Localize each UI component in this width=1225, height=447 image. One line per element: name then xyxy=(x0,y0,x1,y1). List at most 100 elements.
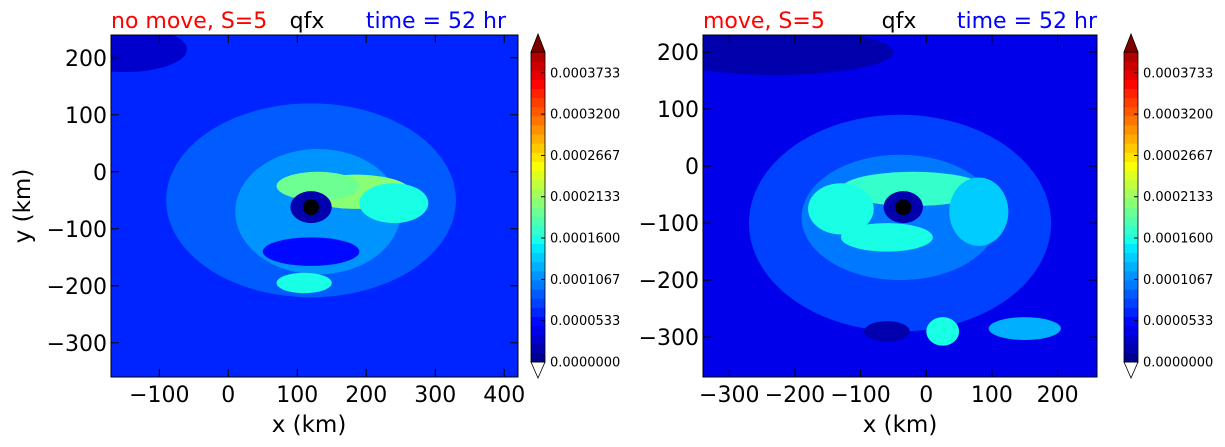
colorbar-extend-max xyxy=(1123,32,1139,53)
colorbar-tick-label: 0.0001067 xyxy=(1143,273,1213,288)
colorbar-swatch xyxy=(531,279,545,290)
x-axis-ticks: −100 0 100 200 300 400 xyxy=(129,35,525,408)
colorbar-swatch xyxy=(1124,243,1138,254)
plot-frame xyxy=(702,34,1098,378)
colorbar-swatch xyxy=(531,197,545,208)
colorbar-swatch xyxy=(531,88,545,99)
colorbar-tick-label: 0.0002667 xyxy=(1143,149,1213,164)
colorbar-swatch xyxy=(1124,234,1138,244)
y-tick-label: 200 xyxy=(65,47,107,72)
colorbar-swatch xyxy=(1124,106,1138,117)
x-axis-label: x (km) xyxy=(863,412,938,438)
y-tick-label: −100 xyxy=(639,212,699,237)
x-tick-label: −300 xyxy=(699,383,759,408)
colorbar-swatch xyxy=(531,179,545,190)
x-tick-label: 200 xyxy=(1037,383,1079,408)
colorbar-swatch xyxy=(531,52,545,62)
colorbar-swatch xyxy=(531,161,545,172)
y-axis-ticks: −300 −200 −100 0 100 200 xyxy=(639,41,1097,351)
colorbar-swatch xyxy=(1124,161,1138,172)
colorbar-swatch xyxy=(531,252,545,263)
contour-region xyxy=(926,317,960,346)
colorbar-tick-label: 0.0000533 xyxy=(1143,314,1213,329)
colorbar-swatch xyxy=(1124,79,1138,89)
colorbar-tick-label: 0.0001067 xyxy=(550,273,620,288)
colorbar-tick-label: 0.0002133 xyxy=(550,190,620,205)
storm-center-marker xyxy=(303,199,320,216)
colorbar-swatch xyxy=(1124,134,1138,144)
colorbar-swatch xyxy=(1124,179,1138,190)
panel-title-left: move, S=5 xyxy=(703,9,825,34)
colorbar-swatch xyxy=(1124,170,1138,181)
y-tick-label: 100 xyxy=(65,104,107,129)
x-tick-label: 300 xyxy=(414,383,456,408)
panel-title-left: no move, S=5 xyxy=(111,9,267,34)
colorbar-swatch xyxy=(531,79,545,89)
contour-region xyxy=(111,35,187,73)
y-axis-ticks: −300 −200 −100 0 100 200 xyxy=(47,47,518,357)
colorbar-swatch xyxy=(531,124,545,135)
colorbar-swatch xyxy=(1124,97,1138,108)
colorbar-tick-label: 0.0003733 xyxy=(550,66,620,81)
colorbar-extend-min xyxy=(530,361,546,379)
x-tick-label: −200 xyxy=(765,383,825,408)
colorbar-swatch xyxy=(531,134,545,144)
y-tick-label: 0 xyxy=(685,155,699,180)
contour-region xyxy=(863,321,910,342)
colorbar-swatch xyxy=(1124,52,1138,62)
panel-move: move, S=5 qfx time = 52 hr −300 −200 −100 0… xyxy=(639,9,1098,438)
contour-field xyxy=(111,35,518,377)
colorbar-swatch xyxy=(1124,152,1138,162)
colorbar-frame xyxy=(530,51,546,363)
colorbar-swatch xyxy=(1124,70,1138,80)
colorbar-swatch xyxy=(531,234,545,244)
y-tick-label: 0 xyxy=(93,161,107,186)
panel-title-right: time = 52 hr xyxy=(957,9,1098,34)
y-tick-label: −200 xyxy=(47,275,107,300)
colorbar-frame xyxy=(1123,51,1139,363)
colorbar-tick-label: 0.0000000 xyxy=(550,356,620,371)
contour-region xyxy=(262,237,360,266)
colorbar-swatch xyxy=(531,225,545,235)
colorbar-swatch xyxy=(1124,216,1138,226)
contour-region xyxy=(359,183,429,224)
colorbar-swatch xyxy=(1124,143,1138,153)
colorbar-swatch xyxy=(531,143,545,153)
x-tick-label: −100 xyxy=(129,383,189,408)
colorbar-swatch xyxy=(531,115,545,126)
panel-title-center: qfx xyxy=(882,9,917,34)
x-tick-label: 0 xyxy=(919,383,933,408)
y-tick-label: 200 xyxy=(657,41,699,66)
colorbar-swatch xyxy=(531,343,545,354)
colorbar-swatch xyxy=(1124,270,1138,281)
y-tick-label: 100 xyxy=(657,98,699,123)
contour-region xyxy=(276,171,360,201)
colorbar-tick-label: 0.0001600 xyxy=(1143,232,1213,247)
colorbar-tick-label: 0.0000000 xyxy=(1143,356,1213,371)
x-tick-label: 100 xyxy=(276,383,318,408)
colorbar-tick-label: 0.0001600 xyxy=(550,232,620,247)
colorbar-swatch xyxy=(1124,261,1138,272)
colorbar-tick-label: 0.0003200 xyxy=(550,108,620,123)
colorbar-swatch xyxy=(1124,316,1138,327)
colorbar-swatch xyxy=(531,61,545,71)
colorbar-swatch xyxy=(1124,188,1138,199)
y-tick-label: −300 xyxy=(639,326,699,351)
colorbar-swatch xyxy=(1124,352,1138,363)
y-tick-label: −300 xyxy=(47,332,107,357)
x-tick-label: 0 xyxy=(221,383,235,408)
panel-no-move: no move, S=5 qfx time = 52 hr −100 0 100 20… xyxy=(10,9,525,438)
colorbar-swatch xyxy=(531,152,545,162)
colorbar-swatch xyxy=(1124,307,1138,317)
colorbar-swatch xyxy=(531,170,545,181)
colorbar-swatch xyxy=(1124,124,1138,135)
colorbar-tick-label: 0.0002667 xyxy=(550,149,620,164)
x-tick-label: 400 xyxy=(483,383,525,408)
contour-region xyxy=(840,171,986,206)
colorbar-swatch xyxy=(531,70,545,80)
colorbar-swatch xyxy=(531,270,545,281)
colorbar-swatch xyxy=(531,216,545,226)
contour-region xyxy=(276,272,332,294)
colorbar-swatch xyxy=(531,298,545,308)
contour-region xyxy=(840,223,933,252)
